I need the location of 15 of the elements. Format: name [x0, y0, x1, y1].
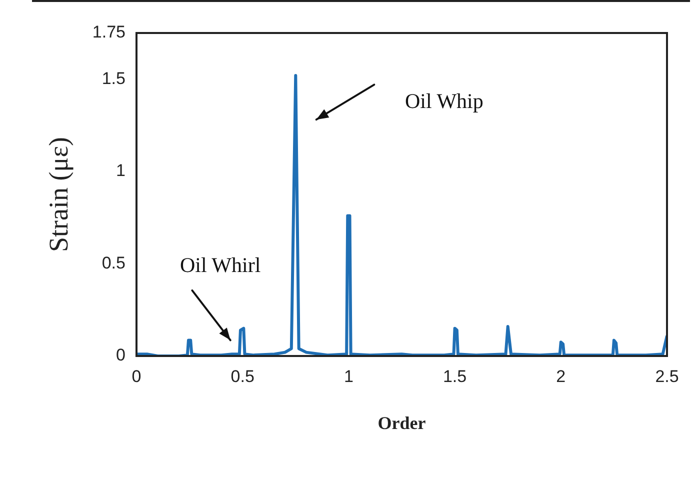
y-axis-title: Strain (με)	[43, 136, 74, 252]
y-tick-label: 0	[116, 346, 126, 365]
x-tick-label: 2	[556, 366, 566, 386]
x-tick-label: 0.5	[230, 366, 254, 386]
x-axis-title: Order	[378, 412, 426, 433]
x-tick-label: 1	[344, 366, 354, 386]
x-tick-label: 2.5	[655, 366, 679, 386]
y-tick-label: 1.75	[92, 22, 126, 42]
annotation: Oil Whip	[404, 88, 484, 113]
x-tick-label: 1.5	[442, 366, 467, 386]
y-tick-label: 0.5	[102, 253, 126, 272]
y-tick-label: 1.5	[102, 68, 126, 88]
x-tick-label: 0	[132, 366, 142, 386]
annotation: Oil Whirl	[180, 253, 261, 278]
y-tick-label: 1	[116, 161, 126, 180]
